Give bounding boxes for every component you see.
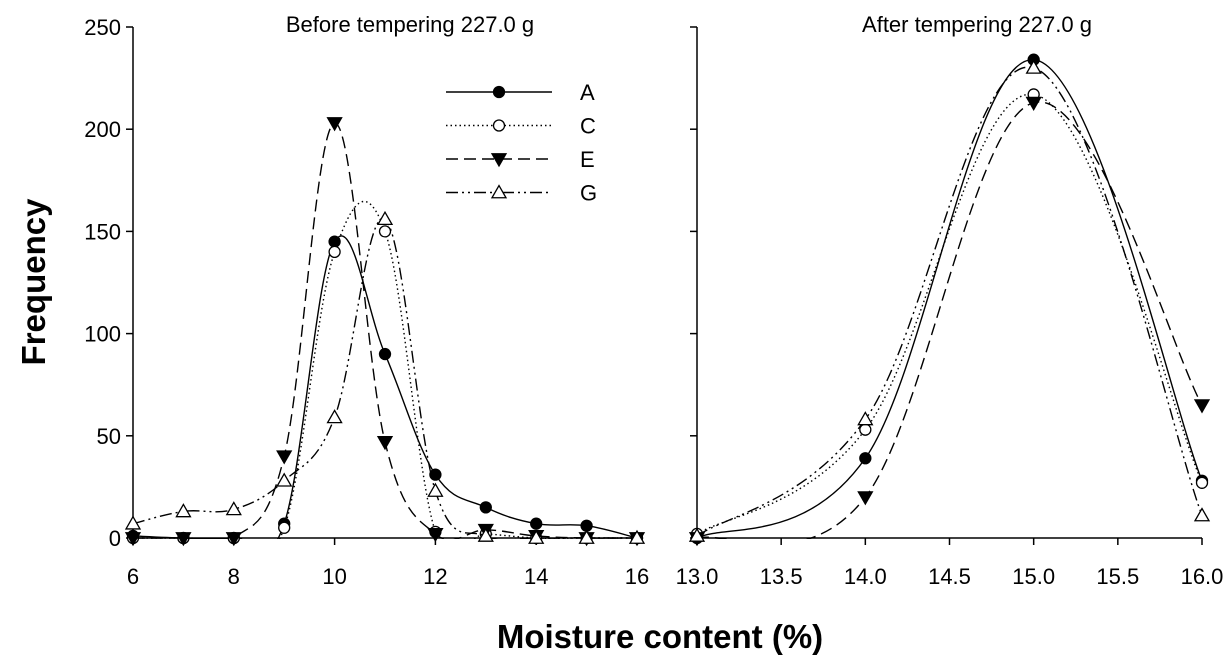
y-tick-label-left: 0	[109, 526, 121, 551]
data-point-A-left	[429, 468, 442, 481]
legend-label-C: C	[580, 114, 596, 139]
y-tick-label-left: 200	[84, 117, 121, 142]
data-point-G-right	[857, 411, 874, 426]
series-line-E-left	[133, 122, 638, 539]
panel-title-before: Before tempering 227.0 g	[286, 12, 534, 37]
x-tick-label-right: 14.0	[844, 564, 887, 589]
data-point-C-left	[278, 521, 291, 534]
data-point-G-left	[427, 482, 444, 497]
data-point-E-right	[1025, 96, 1042, 111]
data-point-A-left	[328, 235, 341, 248]
data-point-G-right	[688, 527, 706, 542]
x-tick-label-left: 12	[423, 564, 447, 589]
data-point-G-right	[1025, 59, 1042, 74]
data-point-E-left	[326, 117, 343, 132]
panel-before-tempering: Before tempering 227.0 g 6 8 10 12 14 16 0 50 10…	[84, 12, 649, 589]
legend-label-E: E	[580, 147, 595, 172]
y-tick-label-left: 50	[97, 424, 121, 449]
series-line-A-right	[697, 58, 1203, 539]
data-point-E-left	[427, 528, 444, 543]
data-point-C-left	[328, 245, 341, 258]
panel-title-after: After tempering 227.0 g	[862, 12, 1092, 37]
data-point-E-right	[1193, 399, 1211, 414]
series-line-E-right	[697, 101, 1203, 539]
x-tick-label-right: 13.0	[676, 564, 719, 589]
data-point-G-left	[175, 503, 192, 518]
legend-label-G: G	[580, 181, 597, 206]
series-line-C-left	[133, 200, 637, 539]
x-tick-label-left: 14	[524, 564, 548, 589]
series-line-G-left	[133, 217, 637, 539]
data-point-G-left	[578, 529, 595, 544]
data-point-G-left	[528, 529, 545, 544]
y-axis-title: Frequency	[15, 198, 52, 366]
series-line-G-right	[697, 66, 1203, 537]
data-point-E-left	[175, 532, 192, 547]
x-tick-label-right: 15.5	[1096, 564, 1139, 589]
data-point-G-right	[1193, 507, 1211, 522]
x-tick-label-right: 14.5	[928, 564, 971, 589]
data-point-C-left	[378, 225, 392, 238]
data-point-E-right	[857, 491, 874, 506]
x-tick-label-right: 15.0	[1012, 564, 1055, 589]
data-point-A-left	[580, 519, 593, 532]
y-tick-label-left: 100	[84, 322, 121, 347]
data-point-G-left	[376, 210, 394, 226]
x-axis-title: Moisture content (%)	[497, 618, 823, 655]
legend-marker-E	[490, 153, 508, 168]
panel-after-tempering: After tempering 227.0 g 13.0 13.5 14.0 14.5…	[676, 12, 1224, 589]
data-point-A-right	[859, 452, 872, 465]
data-point-G-left	[326, 409, 343, 424]
data-point-E-left	[225, 532, 242, 547]
data-point-E-left	[124, 532, 142, 547]
data-point-A-left	[530, 517, 543, 530]
data-point-G-left	[225, 501, 242, 516]
y-tick-label-left: 150	[84, 219, 121, 244]
x-tick-label-right: 16.0	[1181, 564, 1224, 589]
data-point-E-left	[376, 436, 394, 451]
legend-label-A: A	[580, 80, 595, 105]
data-point-E-left	[276, 450, 293, 465]
x-tick-label-left: 16	[625, 564, 649, 589]
data-point-G-left	[276, 472, 293, 487]
x-tick-label-right: 13.5	[760, 564, 803, 589]
x-tick-label-left: 10	[322, 564, 346, 589]
data-point-G-left	[124, 515, 142, 530]
data-point-G-left	[628, 529, 646, 544]
legend-marker-A	[492, 85, 506, 99]
data-point-A-left	[479, 501, 492, 514]
data-point-A-left	[378, 347, 392, 361]
series-line-A-left	[133, 235, 638, 539]
data-point-G-left	[477, 527, 494, 542]
y-tick-label-left: 250	[84, 15, 121, 40]
series-line-C-right	[697, 93, 1203, 535]
legend-marker-G	[490, 184, 508, 199]
x-tick-label-left: 6	[127, 564, 139, 589]
data-point-C-right	[1195, 476, 1209, 489]
x-tick-label-left: 8	[228, 564, 240, 589]
legend-marker-C	[492, 119, 506, 132]
